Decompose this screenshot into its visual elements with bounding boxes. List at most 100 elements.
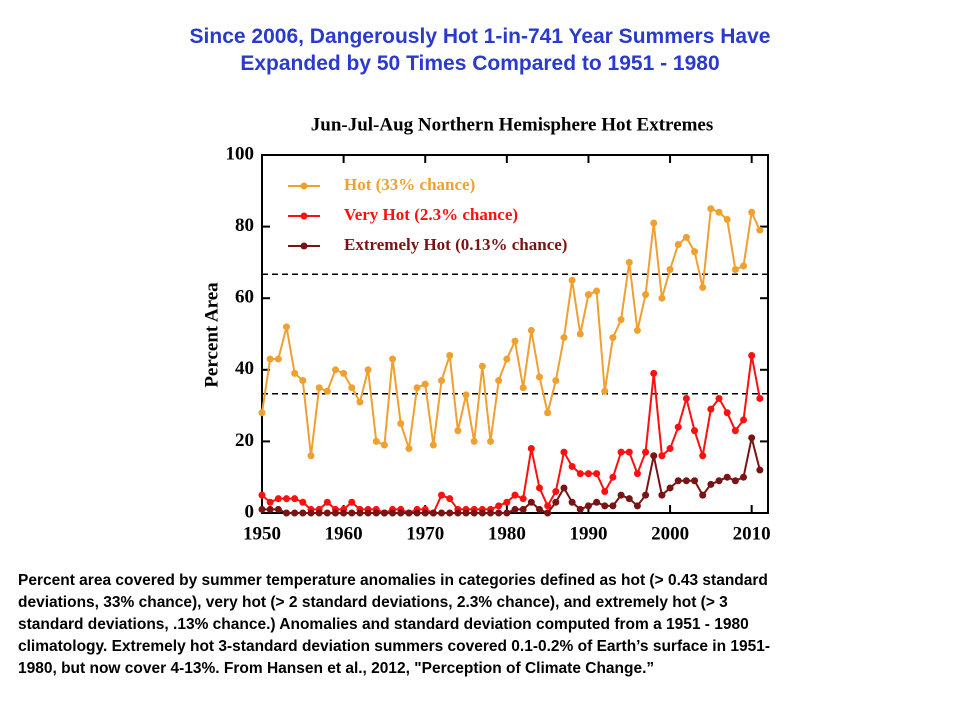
data-point bbox=[658, 294, 666, 302]
data-point bbox=[519, 505, 527, 513]
data-point bbox=[723, 215, 731, 223]
data-point bbox=[364, 509, 372, 517]
data-point bbox=[715, 208, 723, 216]
data-point bbox=[748, 351, 756, 359]
data-point bbox=[282, 323, 290, 331]
data-point bbox=[682, 233, 690, 241]
data-point bbox=[291, 495, 299, 503]
data-point bbox=[682, 394, 690, 402]
caption: climatology. Extremely hot 3-standard de… bbox=[18, 638, 771, 655]
data-point bbox=[576, 470, 584, 478]
data-point bbox=[454, 427, 462, 435]
data-point bbox=[503, 498, 511, 506]
data-point bbox=[340, 369, 348, 377]
data-point bbox=[446, 351, 454, 359]
data-point bbox=[740, 473, 748, 481]
data-point bbox=[658, 452, 666, 460]
x-tick-label: 1970 bbox=[406, 523, 444, 544]
data-point bbox=[356, 509, 364, 517]
caption: Percent area covered by summer temperatu… bbox=[18, 572, 768, 589]
y-tick-label: 20 bbox=[235, 430, 254, 451]
data-point bbox=[699, 283, 707, 291]
data-point bbox=[740, 416, 748, 424]
legend-label: Very Hot (2.3% chance) bbox=[344, 205, 518, 224]
data-point bbox=[470, 437, 478, 445]
legend-marker bbox=[300, 182, 308, 190]
y-axis-label: Percent Area bbox=[201, 282, 222, 388]
caption: 1980, but now cover 4-13%. From Hansen e… bbox=[18, 660, 655, 677]
data-point bbox=[584, 470, 592, 478]
data-point bbox=[666, 445, 674, 453]
data-point bbox=[413, 384, 421, 392]
data-point bbox=[609, 473, 617, 481]
series-line bbox=[261, 355, 761, 515]
data-point bbox=[560, 334, 568, 342]
data-point bbox=[364, 366, 372, 374]
data-point bbox=[756, 226, 764, 234]
data-point bbox=[315, 384, 323, 392]
data-point bbox=[544, 502, 552, 510]
data-point bbox=[535, 484, 543, 492]
data-point bbox=[609, 334, 617, 342]
data-point bbox=[625, 258, 633, 266]
data-point bbox=[707, 405, 715, 413]
data-point bbox=[258, 491, 266, 499]
data-point bbox=[691, 477, 699, 485]
data-point bbox=[527, 445, 535, 453]
data-point bbox=[274, 505, 282, 513]
data-point bbox=[633, 326, 641, 334]
y-tick-label: 60 bbox=[235, 287, 254, 308]
data-point bbox=[691, 248, 699, 256]
data-point bbox=[478, 509, 486, 517]
data-point bbox=[674, 241, 682, 248]
data-point bbox=[699, 452, 707, 460]
data-point bbox=[527, 498, 535, 506]
x-tick-label: 1950 bbox=[243, 523, 281, 544]
data-point bbox=[413, 509, 421, 517]
data-point bbox=[552, 377, 560, 385]
data-point bbox=[266, 505, 274, 513]
slide-title: Expanded by 50 Times Compared to 1951 - … bbox=[240, 52, 720, 75]
data-point bbox=[462, 509, 470, 517]
data-point bbox=[454, 509, 462, 517]
data-point bbox=[356, 398, 364, 406]
data-point bbox=[707, 205, 715, 213]
data-point bbox=[405, 509, 413, 517]
data-point bbox=[568, 276, 576, 284]
data-point bbox=[682, 477, 690, 485]
data-point bbox=[617, 491, 625, 499]
data-point bbox=[421, 380, 429, 388]
data-point bbox=[348, 384, 356, 392]
data-point bbox=[331, 366, 339, 374]
data-point bbox=[307, 452, 315, 460]
data-point bbox=[274, 355, 282, 363]
data-point bbox=[503, 509, 511, 517]
data-point bbox=[291, 509, 299, 517]
data-point bbox=[748, 434, 756, 442]
data-point bbox=[299, 509, 307, 517]
data-point bbox=[552, 488, 560, 496]
data-point bbox=[617, 316, 625, 324]
data-point bbox=[748, 208, 756, 216]
x-tick-label: 2000 bbox=[651, 523, 689, 544]
data-point bbox=[315, 509, 323, 517]
data-point bbox=[740, 262, 748, 270]
data-point bbox=[323, 498, 331, 506]
data-point bbox=[715, 394, 723, 402]
data-point bbox=[372, 509, 380, 517]
data-point bbox=[552, 498, 560, 506]
data-point bbox=[331, 509, 339, 517]
data-point bbox=[503, 355, 511, 363]
data-point bbox=[535, 373, 543, 381]
data-point bbox=[487, 437, 495, 445]
caption: deviations, 33% chance), very hot (> 2 s… bbox=[18, 594, 728, 611]
data-point bbox=[625, 495, 633, 503]
y-tick-label: 100 bbox=[226, 143, 255, 164]
data-point bbox=[397, 420, 405, 427]
data-point bbox=[348, 498, 356, 506]
data-point bbox=[282, 495, 290, 503]
data-point bbox=[633, 502, 641, 510]
data-point bbox=[674, 423, 682, 431]
